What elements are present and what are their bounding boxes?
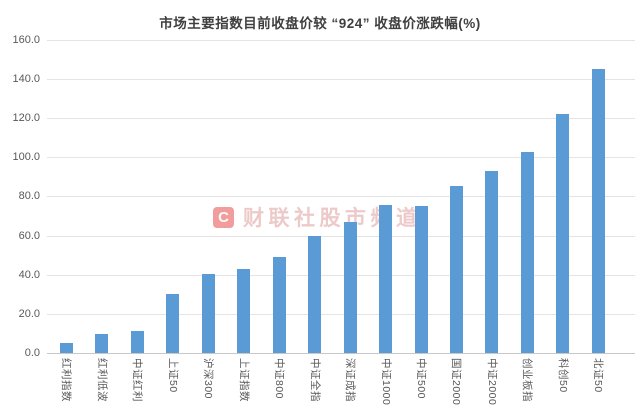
gridline: [47, 274, 635, 276]
x-axis-label: 中证500: [415, 358, 427, 400]
x-axis-label: 中证800: [273, 358, 286, 400]
cailianshe-logo-icon: C: [213, 206, 234, 228]
x-axis-label: 中证红利: [131, 358, 144, 402]
x-axis-label: 中证1000: [379, 358, 392, 406]
chart-bar: [166, 293, 180, 354]
gridline: [47, 39, 635, 41]
x-axis-label: 创业板指: [521, 358, 534, 402]
chart-bar: [237, 268, 251, 354]
x-axis-label: 红利低波: [95, 358, 108, 402]
chart-bar: [59, 342, 73, 354]
x-axis-label: 红利指数: [60, 358, 73, 402]
y-axis-tick-label: 60.0: [18, 229, 40, 242]
x-axis-label: 上证指数: [237, 358, 250, 402]
watermark: C 财联社股市频道: [213, 202, 422, 232]
gridline: [47, 196, 635, 198]
chart-bar: [556, 113, 570, 354]
watermark-text: 财联社股市频道: [243, 207, 422, 230]
y-axis-tick-label: 80.0: [18, 190, 40, 203]
x-axis-label: 上证50: [166, 358, 179, 393]
y-axis-tick-label: 100.0: [12, 151, 40, 164]
x-axis-label: 沪深300: [202, 358, 215, 400]
gridline: [47, 118, 635, 120]
chart-bar: [95, 333, 109, 354]
gridline: [47, 235, 635, 237]
x-axis-label: 深证成指: [344, 358, 357, 402]
gridline: [47, 78, 635, 80]
chart-bar: [201, 273, 215, 354]
chart-bar: [379, 204, 393, 354]
x-axis-label: 北证50: [592, 358, 605, 393]
x-axis-label: 科创50: [556, 358, 569, 393]
chart-bar: [130, 331, 144, 354]
y-axis-tick-label: 120.0: [12, 112, 40, 125]
y-axis-tick-label: 160.0: [12, 33, 40, 46]
x-axis-label: 中证2000: [485, 358, 498, 406]
y-axis-tick-label: 0.0: [24, 347, 40, 359]
chart-bar: [414, 205, 428, 354]
gridline: [47, 313, 635, 315]
chart-title: 市场主要指数目前收盘价较 “924” 收盘价涨跌幅(%): [159, 16, 481, 31]
chart-bar: [520, 152, 534, 354]
y-axis-tick-label: 140.0: [12, 72, 40, 85]
x-axis-label-wrap: 北证50: [592, 358, 639, 393]
y-axis-tick-label: 40.0: [18, 268, 40, 281]
chart-bar: [449, 185, 463, 354]
y-axis-tick-label: 20.0: [18, 307, 40, 320]
chart-bar: [591, 69, 605, 354]
chart-bar: [272, 256, 286, 354]
x-axis-line: [47, 353, 635, 354]
chart-bar: [343, 222, 357, 354]
x-axis-label: 国证2000: [450, 358, 463, 406]
x-axis-label: 中证全指: [308, 358, 321, 402]
chart-bar: [308, 235, 322, 354]
chart-bar: [485, 170, 499, 354]
gridline: [47, 157, 635, 159]
